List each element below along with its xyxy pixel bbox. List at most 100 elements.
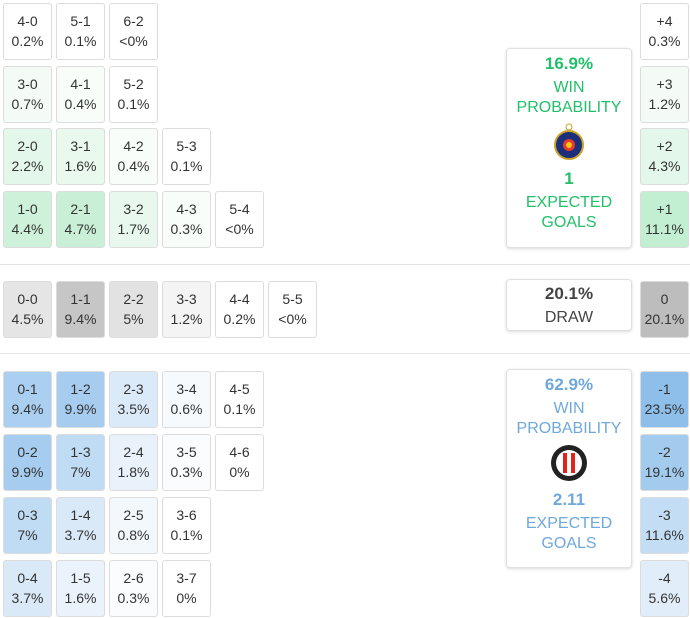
probability: 7% xyxy=(70,464,91,480)
score-label: 5-2 xyxy=(123,76,144,92)
team-logo xyxy=(551,445,587,481)
probability: <0% xyxy=(119,33,148,49)
score-cell: 3-3 1.2% xyxy=(162,281,211,338)
score-label: 0-0 xyxy=(17,291,38,307)
probability: 1.8% xyxy=(117,464,150,480)
score-cell: 3-2 1.7% xyxy=(109,191,158,248)
away-summary: 62.9% WIN PROBABILITY 2.11 EXPECTED GOAL… xyxy=(506,369,632,568)
score-cell: 5-4 <0% xyxy=(215,191,264,248)
score-cell: 4-4 0.2% xyxy=(215,281,264,338)
score-cell: 3-0 0.7% xyxy=(3,66,52,123)
score-label: 3-0 xyxy=(17,76,38,92)
probability: 0.1% xyxy=(64,33,97,49)
probability: 1.7% xyxy=(117,221,150,237)
probability: 1.2% xyxy=(648,96,681,112)
score-cell: 5-2 0.1% xyxy=(109,66,158,123)
score-cell: 2-4 1.8% xyxy=(109,434,158,491)
score-label: 0-2 xyxy=(17,444,38,460)
probability: 4.3% xyxy=(648,158,681,174)
separator xyxy=(0,353,690,354)
score-label: 4-4 xyxy=(229,291,250,307)
score-label: 4-2 xyxy=(123,138,144,154)
score-cell: 2-2 5% xyxy=(109,281,158,338)
draw-prob: 20.1% xyxy=(544,284,594,303)
score-cell: +3 1.2% xyxy=(640,66,689,123)
probability: 1.6% xyxy=(64,590,97,606)
score-label: -2 xyxy=(658,444,671,460)
score-label: -3 xyxy=(658,507,671,523)
score-cell: 0-3 7% xyxy=(3,497,52,554)
draw-summary: 20.1% DRAW xyxy=(506,279,632,331)
score-label: +2 xyxy=(656,138,673,154)
score-cell: 3-7 0% xyxy=(162,560,211,617)
score-cell: -4 5.6% xyxy=(640,560,689,617)
score-cell: -1 23.5% xyxy=(640,371,689,428)
score-label: 2-4 xyxy=(123,444,144,460)
score-label: 1-4 xyxy=(70,507,91,523)
probability: 5.6% xyxy=(648,590,681,606)
score-label: 5-3 xyxy=(176,138,197,154)
score-label: -4 xyxy=(658,570,671,586)
draw-label: DRAW xyxy=(544,309,594,326)
score-cell: 0-0 4.5% xyxy=(3,281,52,338)
score-label: +4 xyxy=(656,13,673,29)
probability: 0.2% xyxy=(11,33,44,49)
score-label: 6-2 xyxy=(123,13,144,29)
probability: 0.1% xyxy=(170,527,203,543)
score-label: 3-6 xyxy=(176,507,197,523)
score-cell: 6-2 <0% xyxy=(109,3,158,60)
score-label: 0-1 xyxy=(17,381,38,397)
probability: 2.2% xyxy=(11,158,44,174)
probability: 23.5% xyxy=(644,401,685,417)
score-label: 2-5 xyxy=(123,507,144,523)
score-label: 1-3 xyxy=(70,444,91,460)
separator xyxy=(0,264,690,265)
score-label: 3-3 xyxy=(176,291,197,307)
probability: 0.3% xyxy=(117,590,150,606)
score-label: 2-2 xyxy=(123,291,144,307)
score-cell: 2-5 0.8% xyxy=(109,497,158,554)
score-cell: 4-3 0.3% xyxy=(162,191,211,248)
score-cell: 3-6 0.1% xyxy=(162,497,211,554)
xg: 2.11 xyxy=(552,490,586,509)
score-cell: 3-4 0.6% xyxy=(162,371,211,428)
xg-label: EXPECTED GOALS xyxy=(525,515,613,552)
score-label: 1-2 xyxy=(70,381,91,397)
probability: 9.9% xyxy=(11,464,44,480)
score-label: +3 xyxy=(656,76,673,92)
probability: 5% xyxy=(123,311,144,327)
score-cell: 3-1 1.6% xyxy=(56,128,105,185)
score-label: 4-5 xyxy=(229,381,250,397)
score-cell: +4 0.3% xyxy=(640,3,689,60)
score-cell: 2-0 2.2% xyxy=(3,128,52,185)
score-cell: 1-5 1.6% xyxy=(56,560,105,617)
score-cell: 2-1 4.7% xyxy=(56,191,105,248)
probability: 0.4% xyxy=(64,96,97,112)
probability: 0.1% xyxy=(170,158,203,174)
probability: 0.3% xyxy=(648,33,681,49)
probability: 0% xyxy=(229,464,250,480)
score-label: 3-5 xyxy=(176,444,197,460)
win-label: WIN PROBABILITY xyxy=(516,79,622,116)
probability: 0.3% xyxy=(170,464,203,480)
score-cell: 1-4 3.7% xyxy=(56,497,105,554)
probability: 3.7% xyxy=(64,527,97,543)
score-cell: +1 11.1% xyxy=(640,191,689,248)
score-label: 2-1 xyxy=(70,201,91,217)
score-label: 2-0 xyxy=(17,138,38,154)
score-cell: 4-0 0.2% xyxy=(3,3,52,60)
score-cell: 5-5 <0% xyxy=(268,281,317,338)
score-cell: 1-3 7% xyxy=(56,434,105,491)
score-label: 2-6 xyxy=(123,570,144,586)
score-cell: 0 20.1% xyxy=(640,281,689,338)
score-label: 1-5 xyxy=(70,570,91,586)
score-cell: 2-6 0.3% xyxy=(109,560,158,617)
probability: 0.1% xyxy=(117,96,150,112)
probability: 9.4% xyxy=(64,311,97,327)
score-cell: 4-5 0.1% xyxy=(215,371,264,428)
probability: 7% xyxy=(17,527,38,543)
probability: 4.5% xyxy=(11,311,44,327)
score-cell: 5-1 0.1% xyxy=(56,3,105,60)
score-cell: 3-5 0.3% xyxy=(162,434,211,491)
probability: 1.6% xyxy=(64,158,97,174)
